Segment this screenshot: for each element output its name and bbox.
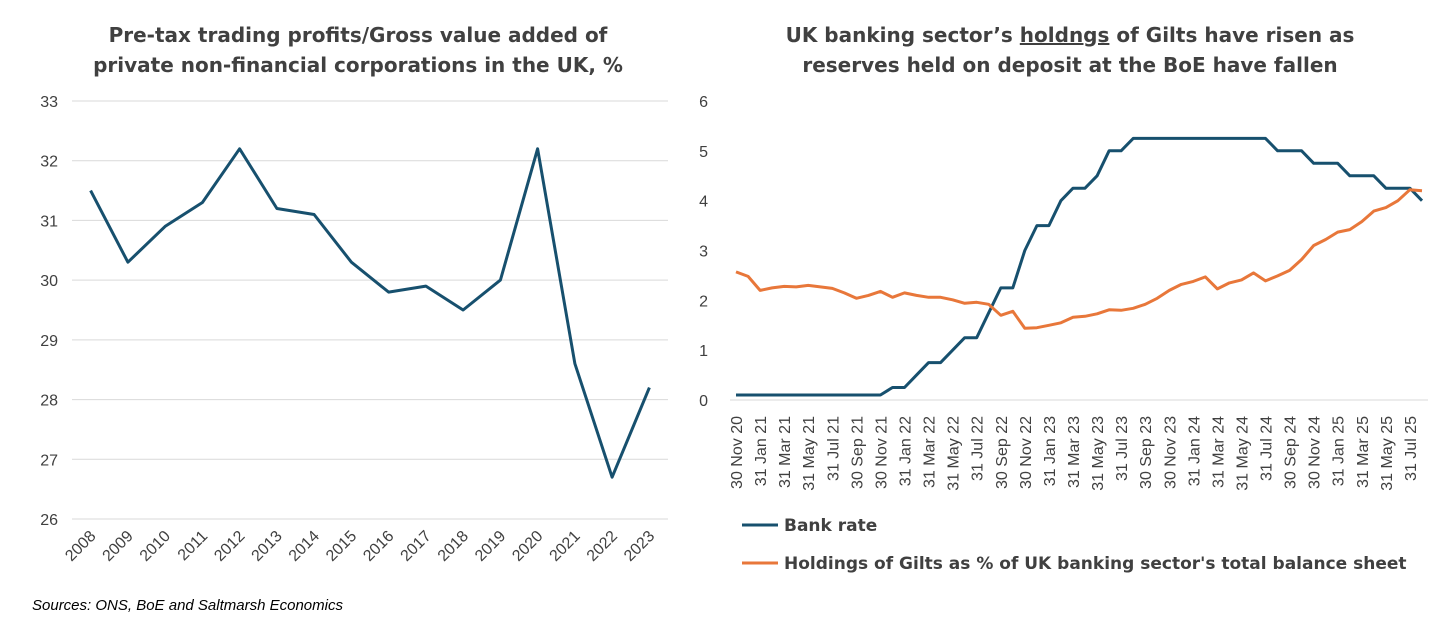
- left-y-tick-label: 33: [40, 94, 58, 111]
- legend-label-gilts: Holdings of Gilts as % of UK banking sec…: [784, 554, 1407, 574]
- right-x-tick-label: 30 Nov 22: [1018, 416, 1035, 489]
- right-x-tick-label: 31 May 22: [946, 416, 963, 491]
- left-y-tick-label: 28: [40, 393, 58, 410]
- right-x-tick-label: 30 Nov 24: [1307, 416, 1324, 489]
- right-y-tick-label: 0: [699, 393, 708, 410]
- right-y-tick-label: 6: [699, 94, 708, 111]
- left-x-tick-label: 2015: [323, 528, 360, 565]
- right-x-tick-label: 30 Nov 20: [729, 416, 746, 489]
- right-x-tick-label: 31 May 24: [1234, 416, 1251, 491]
- left-y-tick-label: 30: [40, 273, 58, 290]
- legend-label-bank-rate: Bank rate: [784, 516, 877, 536]
- right-y-tick-label: 2: [699, 293, 708, 310]
- right-x-tick-label: 31 Jan 23: [1042, 416, 1059, 486]
- left-x-tick-label: 2014: [286, 528, 323, 565]
- left-line-chart: 26 27 28 29 30 31 32 33 2008 2009 2010 2011 2012 2013…: [40, 94, 668, 565]
- left-x-tick-label: 2009: [100, 528, 137, 565]
- right-x-tick-label: 30 Sep 24: [1283, 416, 1300, 489]
- left-x-tick-label: 2021: [547, 528, 584, 565]
- right-chart-title-line-1: UK banking sector’s holdngs of Gilts hav…: [786, 23, 1355, 47]
- left-y-tick-label: 32: [40, 154, 58, 171]
- left-chart-title-line-1: Pre-tax trading profits/Gross value adde…: [109, 23, 608, 47]
- right-x-tick-label: 31 Jan 22: [898, 416, 915, 486]
- right-series-line-gilts: [735, 188, 1423, 330]
- sources-note: Sources: ONS, BoE and Saltmarsh Economic…: [32, 597, 343, 614]
- right-x-tick-label: 31 Mar 23: [1066, 416, 1083, 488]
- left-y-tick-label: 26: [40, 512, 58, 529]
- left-x-tick-label: 2013: [249, 528, 286, 565]
- right-x-tick-label: 30 Nov 21: [873, 416, 890, 489]
- right-x-tick-label: 31 May 21: [801, 416, 818, 491]
- right-x-tick-label: 30 Nov 23: [1162, 416, 1179, 489]
- right-line-chart: 0 1 2 3 4 5 6 30 Nov 20 31 Jan 21 31 Mar 21 31 May…: [699, 94, 1428, 491]
- left-x-tick-label: 2016: [360, 528, 397, 565]
- right-x-tick-label: 30 Sep 22: [994, 416, 1011, 489]
- right-chart-title-part-1: UK banking sector’s: [786, 23, 1020, 47]
- right-y-tick-label: 4: [699, 194, 708, 211]
- right-x-tick-label: 31 Jul 22: [970, 416, 987, 481]
- right-x-tick-label: 31 Jan 21: [753, 416, 770, 486]
- left-series-line-profits: [89, 147, 651, 479]
- right-y-tick-label: 1: [699, 343, 708, 360]
- right-x-tick-label: 31 Jan 24: [1186, 416, 1203, 486]
- left-x-tick-label: 2020: [509, 528, 546, 565]
- right-x-tick-label: 30 Sep 21: [849, 416, 866, 489]
- left-x-tick-label: 2022: [584, 528, 621, 565]
- right-x-tick-label: 31 Jul 21: [825, 416, 842, 481]
- right-x-tick-label: 31 Mar 22: [922, 416, 939, 488]
- left-chart-title-line-2: private non-financial corporations in th…: [93, 53, 623, 77]
- left-y-tick-label: 29: [40, 333, 58, 350]
- right-x-tick-label: 31 Mar 24: [1210, 416, 1227, 488]
- right-x-tick-label: 31 Mar 25: [1355, 416, 1372, 488]
- right-chart-title-misspelled-word: holdngs: [1020, 23, 1110, 47]
- left-x-tick-label: 2008: [62, 528, 99, 565]
- left-y-tick-label: 27: [40, 452, 58, 469]
- right-x-tick-label: 31 Jul 23: [1114, 416, 1131, 481]
- right-x-tick-label: 31 Jan 25: [1331, 416, 1348, 486]
- right-y-tick-label: 5: [699, 144, 708, 161]
- right-x-tick-label: 31 Mar 21: [777, 416, 794, 488]
- left-x-tick-label: 2017: [398, 528, 435, 565]
- right-y-tick-label: 3: [699, 244, 708, 261]
- left-x-tick-label: 2019: [472, 528, 509, 565]
- left-x-tick-label: 2011: [175, 528, 211, 564]
- left-y-tick-label: 31: [40, 213, 58, 230]
- right-x-tick-label: 31 May 25: [1379, 416, 1396, 491]
- right-chart-title-part-2: of Gilts have risen as: [1109, 23, 1354, 47]
- left-x-tick-label: 2018: [435, 528, 472, 565]
- left-x-tick-label: 2012: [211, 528, 248, 565]
- left-x-tick-label: 2023: [621, 528, 658, 565]
- right-x-tick-label: 31 Jul 25: [1403, 416, 1420, 481]
- right-x-tick-label: 30 Sep 23: [1138, 416, 1155, 489]
- right-chart-title-line-2: reserves held on deposit at the BoE have…: [802, 53, 1337, 77]
- right-x-tick-label: 31 May 23: [1090, 416, 1107, 491]
- left-x-tick-label: 2010: [137, 528, 174, 565]
- right-x-tick-label: 31 Jul 24: [1259, 416, 1276, 481]
- right-series-line-bank-rate: [736, 136, 1424, 397]
